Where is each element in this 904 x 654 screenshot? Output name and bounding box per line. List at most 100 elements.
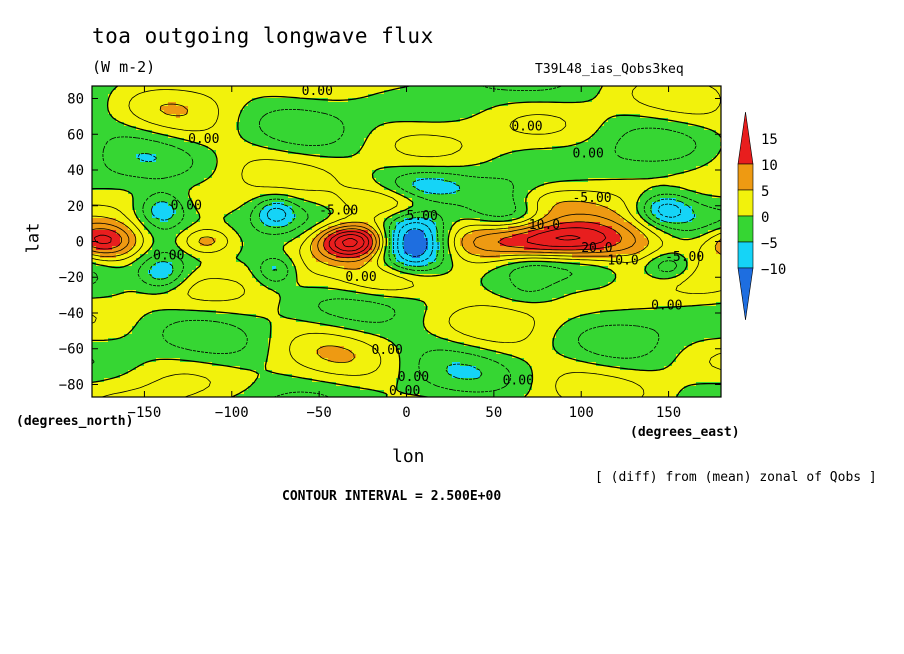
field-cell bbox=[292, 110, 297, 115]
field-cell bbox=[584, 110, 589, 115]
field-cell bbox=[668, 138, 673, 143]
field-cell bbox=[432, 158, 437, 163]
field-cell bbox=[260, 170, 265, 175]
field-cell bbox=[100, 130, 105, 135]
field-cell bbox=[620, 122, 625, 127]
field-cell bbox=[268, 166, 273, 171]
field-cell bbox=[672, 158, 677, 163]
field-cell bbox=[256, 166, 261, 171]
field-cell bbox=[468, 170, 473, 175]
field-cell bbox=[696, 130, 701, 135]
field-cell bbox=[448, 178, 453, 183]
field-cell bbox=[176, 138, 181, 143]
field-cell bbox=[124, 198, 129, 203]
field-cell bbox=[500, 194, 505, 199]
field-cell bbox=[296, 94, 301, 99]
field-cell bbox=[556, 178, 561, 183]
field-cell bbox=[444, 158, 449, 163]
field-cell bbox=[420, 162, 425, 167]
field-cell bbox=[172, 106, 177, 111]
field-cell bbox=[244, 90, 249, 95]
field-cell bbox=[116, 126, 121, 131]
field-cell bbox=[176, 90, 181, 95]
field-cell bbox=[616, 90, 621, 95]
field-cell bbox=[212, 210, 217, 215]
field-cell bbox=[260, 114, 265, 119]
field-cell bbox=[328, 150, 333, 155]
field-cell bbox=[688, 94, 693, 99]
field-cell bbox=[320, 202, 325, 207]
field-cell bbox=[132, 186, 137, 191]
field-cell bbox=[608, 126, 613, 131]
field-cell bbox=[500, 122, 505, 127]
field-cell bbox=[500, 134, 505, 139]
field-cell bbox=[272, 126, 277, 131]
field-cell bbox=[384, 106, 389, 111]
field-cell bbox=[208, 114, 213, 119]
field-cell bbox=[584, 102, 589, 107]
field-cell bbox=[540, 158, 545, 163]
field-cell bbox=[408, 154, 413, 159]
field-cell bbox=[180, 166, 185, 171]
field-cell bbox=[460, 178, 465, 183]
field-cell bbox=[276, 126, 281, 131]
field-cell bbox=[412, 138, 417, 143]
field-cell bbox=[604, 114, 609, 119]
field-cell bbox=[396, 134, 401, 139]
field-cell bbox=[440, 202, 445, 207]
field-cell bbox=[264, 166, 269, 171]
field-cell bbox=[496, 102, 501, 107]
field-cell bbox=[344, 146, 349, 151]
field-cell bbox=[616, 174, 621, 179]
field-cell bbox=[248, 162, 253, 167]
field-cell bbox=[584, 186, 589, 191]
field-cell bbox=[148, 162, 153, 167]
field-cell bbox=[696, 186, 701, 191]
field-cell bbox=[324, 130, 329, 135]
field-cell bbox=[412, 194, 417, 199]
field-cell bbox=[716, 110, 721, 115]
field-cell bbox=[656, 146, 661, 151]
field-cell bbox=[388, 198, 393, 203]
field-cell bbox=[376, 90, 381, 95]
field-cell bbox=[680, 142, 685, 147]
field-cell bbox=[236, 138, 241, 143]
field-cell bbox=[400, 206, 405, 211]
field-cell bbox=[392, 178, 397, 183]
field-cell bbox=[92, 138, 97, 143]
field-cell bbox=[176, 166, 181, 171]
field-cell bbox=[108, 198, 113, 203]
field-cell bbox=[364, 170, 369, 175]
field-cell bbox=[700, 186, 705, 191]
field-cell bbox=[272, 154, 277, 159]
field-cell bbox=[124, 86, 129, 91]
field-cell bbox=[492, 98, 497, 103]
field-cell bbox=[520, 138, 525, 143]
field-cell bbox=[220, 190, 225, 195]
field-cell bbox=[196, 146, 201, 151]
field-cell bbox=[508, 166, 513, 171]
field-cell bbox=[592, 122, 597, 127]
field-cell bbox=[424, 102, 429, 107]
field-cell bbox=[580, 170, 585, 175]
field-cell bbox=[180, 126, 185, 131]
field-cell bbox=[356, 154, 361, 159]
field-cell bbox=[336, 134, 341, 139]
field-cell bbox=[104, 102, 109, 107]
field-cell bbox=[680, 150, 685, 155]
field-cell bbox=[128, 166, 133, 171]
field-cell bbox=[436, 150, 441, 155]
field-cell bbox=[476, 106, 481, 111]
field-cell bbox=[616, 182, 621, 187]
field-cell bbox=[120, 134, 125, 139]
field-cell bbox=[268, 198, 273, 203]
field-cell bbox=[92, 130, 97, 135]
field-cell bbox=[428, 194, 433, 199]
field-cell bbox=[224, 122, 229, 127]
field-cell bbox=[404, 126, 409, 131]
field-cell bbox=[336, 146, 341, 151]
field-cell bbox=[328, 118, 333, 123]
field-cell bbox=[540, 122, 545, 127]
field-cell bbox=[380, 94, 385, 99]
field-cell bbox=[364, 118, 369, 123]
